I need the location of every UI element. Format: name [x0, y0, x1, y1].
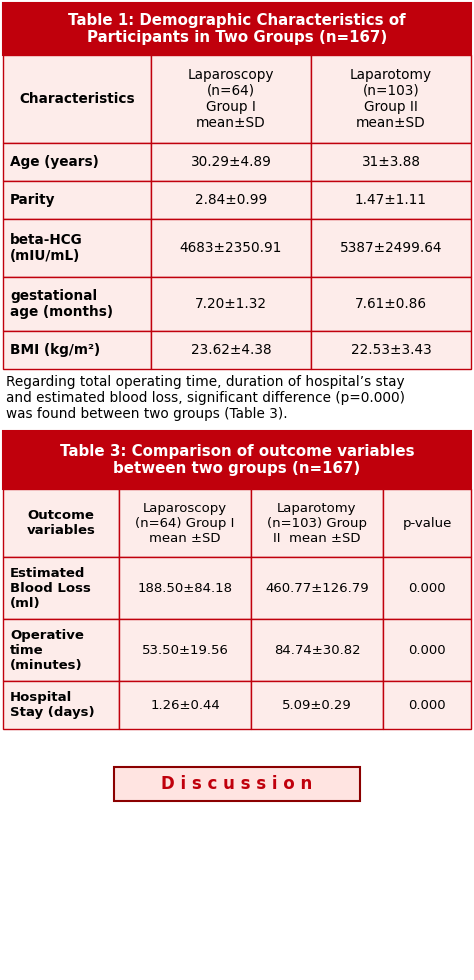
Bar: [151, 55, 311, 143]
Text: 460.77±126.79: 460.77±126.79: [265, 581, 369, 595]
Text: Table 3: Comparison of outcome variables
between two groups (n=167): Table 3: Comparison of outcome variables…: [60, 444, 414, 476]
Bar: [311, 331, 471, 369]
Bar: [3, 557, 119, 619]
Text: gestational
age (months): gestational age (months): [10, 289, 113, 319]
Bar: [311, 277, 471, 331]
Text: 0.000: 0.000: [408, 581, 446, 595]
Bar: [3, 619, 119, 681]
Text: 23.62±4.38: 23.62±4.38: [191, 343, 271, 357]
Bar: [151, 331, 311, 369]
Text: 1.26±0.44: 1.26±0.44: [150, 699, 220, 711]
Text: 1.47±1.11: 1.47±1.11: [355, 193, 427, 207]
Bar: [3, 277, 151, 331]
Text: Estimated
Blood Loss
(ml): Estimated Blood Loss (ml): [10, 566, 91, 610]
Bar: [383, 557, 471, 619]
Bar: [119, 557, 251, 619]
Bar: [3, 431, 471, 489]
Text: 5387±2499.64: 5387±2499.64: [340, 241, 442, 255]
Text: beta-HCG
(mIU/mL): beta-HCG (mIU/mL): [10, 233, 83, 263]
Bar: [311, 143, 471, 181]
Bar: [3, 681, 119, 729]
Text: p-value: p-value: [402, 516, 452, 529]
Text: Laparoscopy
(n=64) Group I
mean ±SD: Laparoscopy (n=64) Group I mean ±SD: [135, 502, 235, 545]
Bar: [383, 489, 471, 557]
Bar: [151, 219, 311, 277]
Text: Outcome
variables: Outcome variables: [27, 509, 95, 537]
Bar: [3, 219, 151, 277]
Text: Regarding total operating time, duration of hospital’s stay
and estimated blood : Regarding total operating time, duration…: [6, 375, 405, 421]
Text: 0.000: 0.000: [408, 644, 446, 657]
Bar: [151, 143, 311, 181]
Text: Table 1: Demographic Characteristics of
Participants in Two Groups (n=167): Table 1: Demographic Characteristics of …: [68, 13, 406, 45]
Bar: [311, 219, 471, 277]
Text: 2.84±0.99: 2.84±0.99: [195, 193, 267, 207]
Bar: [119, 489, 251, 557]
Bar: [3, 143, 151, 181]
Bar: [251, 619, 383, 681]
Bar: [151, 181, 311, 219]
Bar: [383, 681, 471, 729]
Bar: [3, 55, 151, 143]
Text: Characteristics: Characteristics: [19, 92, 135, 106]
Bar: [251, 557, 383, 619]
Bar: [251, 681, 383, 729]
Text: Parity: Parity: [10, 193, 55, 207]
Bar: [311, 55, 471, 143]
Text: Laparoscopy
(n=64)
Group I
mean±SD: Laparoscopy (n=64) Group I mean±SD: [188, 68, 274, 130]
Bar: [119, 681, 251, 729]
Bar: [119, 619, 251, 681]
Text: 0.000: 0.000: [408, 699, 446, 711]
Text: 4683±2350.91: 4683±2350.91: [180, 241, 282, 255]
Text: 30.29±4.89: 30.29±4.89: [191, 155, 272, 169]
Bar: [114, 767, 360, 801]
Bar: [3, 331, 151, 369]
Text: Laparotomy
(n=103) Group
II  mean ±SD: Laparotomy (n=103) Group II mean ±SD: [267, 502, 367, 545]
Text: Age (years): Age (years): [10, 155, 99, 169]
Text: Laparotomy
(n=103)
Group II
mean±SD: Laparotomy (n=103) Group II mean±SD: [350, 68, 432, 130]
Text: 7.61±0.86: 7.61±0.86: [355, 297, 427, 311]
Text: 5.09±0.29: 5.09±0.29: [282, 699, 352, 711]
Text: 53.50±19.56: 53.50±19.56: [142, 644, 228, 657]
Bar: [383, 619, 471, 681]
Text: 31±3.88: 31±3.88: [362, 155, 420, 169]
Text: D i s c u s s i o n: D i s c u s s i o n: [161, 775, 313, 793]
Text: 7.20±1.32: 7.20±1.32: [195, 297, 267, 311]
Bar: [3, 489, 119, 557]
Text: 188.50±84.18: 188.50±84.18: [137, 581, 233, 595]
Text: 84.74±30.82: 84.74±30.82: [273, 644, 360, 657]
Text: 22.53±3.43: 22.53±3.43: [351, 343, 431, 357]
Bar: [3, 181, 151, 219]
Text: Operative
time
(minutes): Operative time (minutes): [10, 628, 84, 671]
Bar: [151, 277, 311, 331]
Text: Hospital
Stay (days): Hospital Stay (days): [10, 691, 95, 719]
Bar: [251, 489, 383, 557]
Bar: [311, 181, 471, 219]
Bar: [3, 3, 471, 55]
Text: BMI (kg/m²): BMI (kg/m²): [10, 343, 100, 357]
